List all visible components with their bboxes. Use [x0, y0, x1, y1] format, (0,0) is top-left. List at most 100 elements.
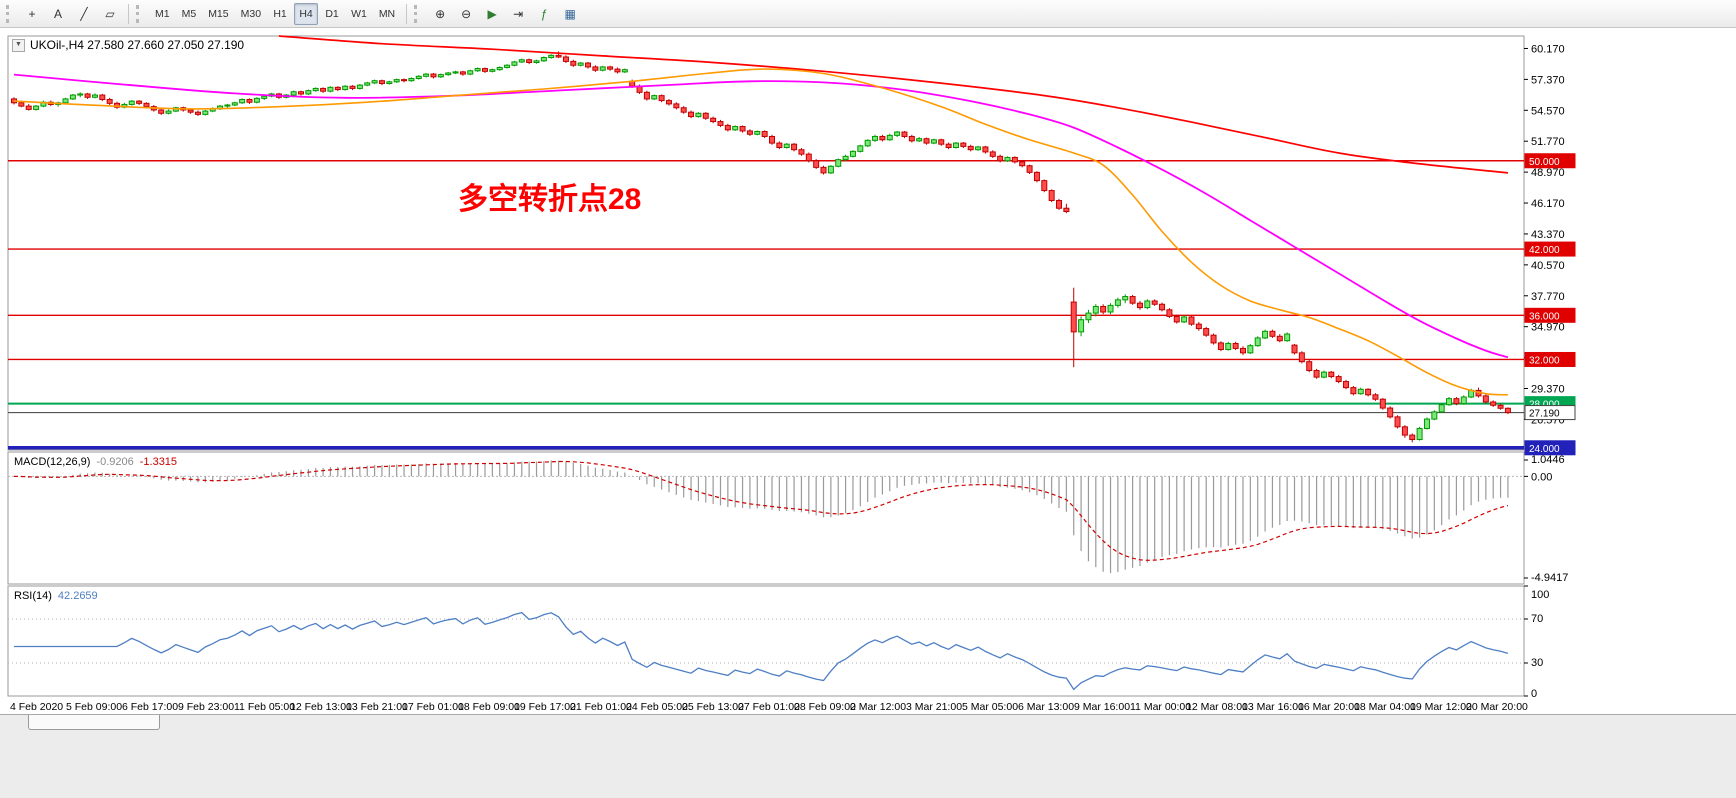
macd-signal-value: -1.3315 — [139, 456, 178, 468]
toolbar-left-tools: + A ╱ ▱ — [19, 3, 123, 25]
candles-layer — [11, 51, 1511, 443]
chart-area: 60.170 57.370 54.570 51.770 48.970 46.170 43.3… — [0, 28, 1736, 798]
text-tool-button[interactable]: A — [46, 3, 70, 25]
chart-shift-icon: ⇥ — [513, 6, 524, 21]
time-axis-label: 6 Feb 17:00 — [122, 701, 178, 713]
macd-signal-line — [13, 460, 1509, 561]
toolbar-grip[interactable] — [6, 4, 13, 23]
time-axis-label: 13 Feb 21:00 — [346, 701, 408, 713]
chart-header: ▼ UKOil-,H4 27.580 27.660 27.050 27.190 — [12, 38, 244, 52]
timeframe-m15[interactable]: M15 — [203, 3, 233, 25]
rsi-axis-label: 0 — [1531, 688, 1537, 700]
auto-scroll-icon: ▶ — [487, 6, 497, 21]
time-axis-label: 9 Feb 23:00 — [178, 701, 234, 713]
chart-ohlc-header: UKOil-,H4 27.580 27.660 27.050 27.190 — [29, 38, 245, 52]
time-axis-label: 9 Mar 16:00 — [1074, 701, 1130, 713]
time-axis-label: 3 Mar 21:00 — [906, 701, 962, 713]
toolbar-grip[interactable] — [136, 4, 143, 23]
rsi-axis-label: 100 — [1531, 589, 1549, 601]
collapse-chart-icon[interactable]: ▼ — [12, 38, 25, 52]
time-axis-label: 11 Mar 00:00 — [1130, 701, 1191, 713]
macd-axis-zero: 0.00 — [1531, 471, 1552, 483]
rsi-pane[interactable] — [7, 585, 1525, 697]
macd-axis-top: 1.0446 — [1531, 454, 1565, 466]
zoom-out-icon: ⊖ — [461, 6, 472, 21]
price-axis-label: 57.370 — [1531, 74, 1565, 86]
price-axis-label: 29.370 — [1531, 384, 1565, 396]
ma-mid-magenta — [13, 73, 1509, 359]
tile-windows-icon: ▦ — [564, 6, 576, 21]
chart-canvas[interactable]: 60.170 57.370 54.570 51.770 48.970 46.170 43.3… — [0, 28, 1736, 798]
zoom-in-icon: ⊕ — [435, 6, 446, 21]
ma-slow-red — [278, 35, 1508, 174]
price-axis-label: 46.170 — [1531, 198, 1565, 210]
trendline-tool-button[interactable]: ╱ — [72, 3, 96, 25]
rsi-line — [14, 611, 1509, 691]
time-axis-label: 19 Mar 12:00 — [1410, 701, 1472, 713]
price-badge: 36.000 — [1529, 311, 1560, 322]
timeframe-h4[interactable]: H4 — [294, 2, 319, 25]
tile-windows-button[interactable]: ▦ — [558, 3, 582, 25]
chart-annotation-text: 多空转折点28 — [458, 183, 642, 216]
draw-objects-tool-button[interactable]: ▱ — [98, 3, 122, 25]
macd-indicator-label: MACD(12,26,9) -0.9206 -1.3315 — [14, 456, 177, 468]
macd-main-value: -0.9206 — [96, 456, 134, 468]
time-axis-label: 4 Feb 2020 — [10, 701, 63, 713]
rsi-value: 42.2659 — [57, 590, 98, 602]
time-axis-label: 24 Feb 05:00 — [626, 701, 688, 713]
price-axis-label: 51.770 — [1531, 136, 1565, 148]
macd-pane[interactable] — [7, 451, 1525, 585]
time-axis-label: 12 Mar 08:00 — [1186, 701, 1248, 713]
price-badge: 27.190 — [1529, 409, 1560, 420]
zoom-in-button[interactable]: ⊕ — [428, 3, 452, 25]
indicators-button[interactable]: ƒ — [532, 3, 556, 25]
rsi-axis-label: 70 — [1531, 613, 1543, 625]
timeframe-m1[interactable]: M1 — [150, 3, 175, 25]
price-axis-label: 37.770 — [1531, 291, 1565, 303]
time-axis-label: 25 Feb 13:00 — [682, 701, 744, 713]
time-axis-label: 19 Feb 17:00 — [514, 701, 576, 713]
toolbar-separator — [128, 3, 129, 24]
price-badge: 50.000 — [1529, 157, 1560, 168]
draw-objects-tool-icon: ▱ — [105, 6, 115, 21]
time-axis-label: 11 Feb 05:00 — [234, 701, 295, 713]
macd-axis-bottom: -4.9417 — [1531, 572, 1568, 584]
price-axis-label: 34.970 — [1531, 322, 1565, 334]
price-badge: 32.000 — [1529, 355, 1560, 366]
indicators-icon: ƒ — [540, 6, 548, 21]
timeframe-mn[interactable]: MN — [374, 3, 400, 25]
toolbar-grip[interactable] — [414, 4, 421, 23]
timeframe-d1[interactable]: D1 — [320, 3, 344, 25]
price-axis-label: 48.970 — [1531, 167, 1565, 179]
time-axis-label: 18 Feb 09:00 — [458, 701, 520, 713]
zoom-out-button[interactable]: ⊖ — [454, 3, 478, 25]
timeframe-w1[interactable]: W1 — [346, 3, 372, 25]
time-axis-label: 18 Mar 04:00 — [1354, 701, 1416, 713]
time-axis-label: 27 Feb 01:00 — [738, 701, 800, 713]
main-price-pane[interactable] — [7, 35, 1525, 451]
time-axis-label: 5 Mar 05:00 — [962, 701, 1018, 713]
time-axis-label: 17 Feb 01:00 — [402, 701, 464, 713]
macd-title: MACD(12,26,9) — [14, 456, 91, 468]
price-badge: 42.000 — [1529, 245, 1560, 256]
ma-fast-orange — [13, 68, 1508, 396]
bottom-bar — [0, 714, 1736, 798]
rsi-axis-label: 30 — [1531, 657, 1543, 669]
timeframe-h1[interactable]: H1 — [268, 3, 292, 25]
auto-scroll-button[interactable]: ▶ — [480, 3, 504, 25]
time-axis-label: 16 Mar 20:00 — [1298, 701, 1360, 713]
chart-tab[interactable] — [28, 715, 160, 730]
timeframe-m30[interactable]: M30 — [236, 3, 266, 25]
price-axis-label: 54.570 — [1531, 105, 1565, 117]
trendline-tool-icon: ╱ — [80, 6, 88, 21]
timeframe-m5[interactable]: M5 — [177, 3, 202, 25]
time-axis-label: 5 Feb 09:00 — [66, 701, 122, 713]
toolbar-separator — [406, 3, 408, 24]
chart-shift-button[interactable]: ⇥ — [506, 3, 530, 25]
crosshair-tool-button[interactable]: + — [20, 3, 44, 25]
time-axis-label: 6 Mar 13:00 — [1018, 701, 1074, 713]
time-axis-label: 28 Feb 09:00 — [794, 701, 856, 713]
timeframe-toolbar: M1 M5 M15 M30 H1 H4 D1 W1 MN — [149, 2, 401, 25]
time-axis-label: 13 Mar 16:00 — [1242, 701, 1304, 713]
